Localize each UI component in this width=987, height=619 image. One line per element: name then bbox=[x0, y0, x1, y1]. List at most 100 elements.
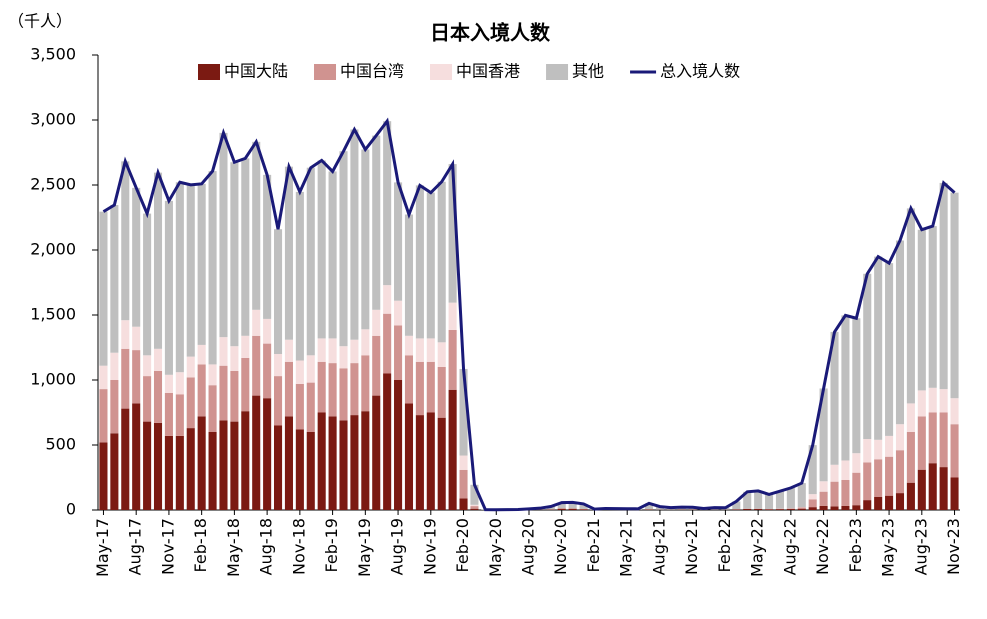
x-tick-label: May-19 bbox=[355, 518, 374, 577]
bar bbox=[416, 415, 424, 510]
bar bbox=[285, 416, 293, 510]
bar bbox=[863, 439, 871, 462]
bar bbox=[459, 470, 467, 499]
bar bbox=[307, 383, 315, 432]
bar bbox=[787, 488, 795, 508]
bar bbox=[350, 415, 358, 510]
bar bbox=[99, 389, 107, 442]
bar bbox=[907, 208, 915, 403]
bar bbox=[918, 470, 926, 510]
bar bbox=[209, 171, 217, 364]
bar bbox=[187, 428, 195, 510]
bar bbox=[907, 432, 915, 483]
x-tick-label: Aug-20 bbox=[519, 518, 538, 575]
bar bbox=[121, 161, 129, 320]
bar bbox=[569, 509, 577, 510]
bar bbox=[372, 336, 380, 396]
bar bbox=[132, 350, 140, 403]
bar bbox=[852, 318, 860, 453]
bar bbox=[765, 494, 773, 509]
bar bbox=[209, 364, 217, 385]
bar bbox=[209, 385, 217, 432]
bar bbox=[252, 142, 260, 310]
bar bbox=[896, 424, 904, 450]
bar bbox=[198, 345, 206, 365]
bar bbox=[830, 506, 838, 510]
bar bbox=[874, 497, 882, 510]
bar bbox=[885, 496, 893, 510]
bar bbox=[863, 274, 871, 439]
bar bbox=[121, 349, 129, 409]
x-tick-label: May-22 bbox=[748, 518, 767, 577]
y-tick-label: 2,500 bbox=[30, 175, 76, 194]
bar bbox=[394, 325, 402, 380]
bar bbox=[274, 426, 282, 511]
bar bbox=[219, 337, 227, 366]
bar bbox=[427, 413, 435, 511]
bar bbox=[154, 349, 162, 371]
legend-swatch bbox=[198, 64, 220, 80]
bar bbox=[940, 183, 948, 389]
bar bbox=[307, 355, 315, 382]
bar bbox=[470, 509, 478, 510]
bar bbox=[394, 301, 402, 326]
bar bbox=[852, 505, 860, 510]
bar bbox=[350, 340, 358, 363]
bar bbox=[361, 329, 369, 355]
legend-swatch bbox=[430, 64, 452, 80]
legend-swatch bbox=[314, 64, 336, 80]
bar bbox=[798, 509, 806, 510]
bar bbox=[361, 355, 369, 411]
bar bbox=[350, 129, 358, 339]
bar bbox=[787, 508, 795, 509]
bar bbox=[820, 481, 828, 491]
bar bbox=[110, 353, 118, 380]
bar bbox=[165, 375, 173, 393]
x-tick-label: Aug-17 bbox=[126, 518, 145, 575]
x-tick-label: Feb-21 bbox=[584, 518, 603, 572]
bar bbox=[852, 453, 860, 473]
bar bbox=[209, 432, 217, 510]
bar bbox=[329, 338, 337, 363]
bar bbox=[841, 506, 849, 510]
bar bbox=[798, 483, 806, 507]
bar bbox=[438, 342, 446, 367]
bar bbox=[830, 465, 838, 482]
bar bbox=[951, 478, 959, 511]
legend-label: 总入境人数 bbox=[660, 62, 740, 81]
bar bbox=[274, 354, 282, 376]
bar bbox=[754, 509, 762, 510]
bar bbox=[176, 372, 184, 394]
bar bbox=[99, 212, 107, 366]
bar bbox=[820, 506, 828, 510]
bar bbox=[907, 403, 915, 432]
bar bbox=[874, 257, 882, 440]
bar bbox=[263, 344, 271, 399]
x-tick-label: Feb-20 bbox=[453, 518, 472, 572]
bar bbox=[165, 201, 173, 375]
bar bbox=[754, 491, 762, 509]
y-tick-label: 3,500 bbox=[30, 45, 76, 64]
x-tick-label: Aug-18 bbox=[257, 518, 276, 575]
bar bbox=[143, 214, 151, 356]
bar bbox=[929, 388, 937, 413]
bar bbox=[285, 362, 293, 417]
bar bbox=[329, 171, 337, 338]
bar bbox=[296, 384, 304, 430]
x-tick-label: May-21 bbox=[617, 518, 636, 577]
bar bbox=[405, 355, 413, 403]
bar bbox=[329, 416, 337, 510]
bar bbox=[416, 362, 424, 415]
bar bbox=[143, 355, 151, 376]
bar bbox=[372, 136, 380, 310]
bar bbox=[798, 507, 806, 508]
bar bbox=[154, 371, 162, 423]
x-tick-label: Feb-22 bbox=[715, 518, 734, 572]
bar bbox=[241, 158, 249, 335]
bar bbox=[230, 422, 238, 510]
bar bbox=[329, 363, 337, 416]
bar bbox=[372, 396, 380, 510]
bar bbox=[427, 193, 435, 339]
bar bbox=[896, 450, 904, 493]
bar bbox=[176, 182, 184, 372]
